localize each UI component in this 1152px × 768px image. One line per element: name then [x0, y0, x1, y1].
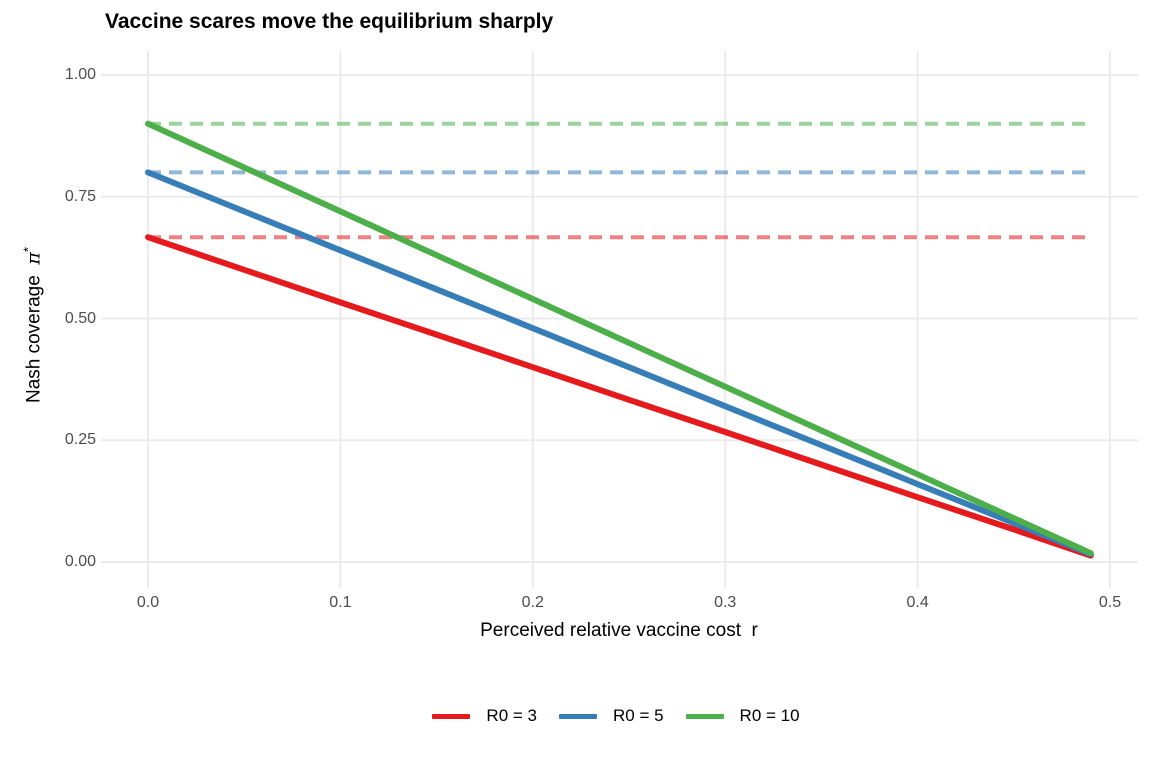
y-tick-label: 1.00	[64, 66, 96, 83]
legend-key-r0-3	[432, 713, 471, 719]
x-tick-label: 0.0	[136, 594, 160, 611]
y-tick-label: 0.75	[64, 187, 96, 205]
legend-key-r0-5	[558, 713, 597, 719]
pi-symbol: π	[22, 252, 45, 265]
x-axis-title: Perceived relative vaccine cost r	[480, 620, 758, 641]
legend-label-r0-5: R0 = 5	[612, 706, 664, 725]
x-tick-label: 0.2	[521, 594, 544, 611]
x-tick-label: 0.4	[906, 594, 929, 611]
y-tick-label: 0.50	[64, 309, 96, 327]
y-tick-label: 0.25	[64, 431, 96, 449]
legend-item-r0-10: R0 = 10	[685, 706, 800, 726]
legend-item-r0-3: R0 = 3	[432, 706, 537, 726]
pi-superscript: *	[20, 246, 36, 253]
x-tick-label: 0.3	[714, 594, 737, 611]
x-tick-label: 0.5	[1098, 594, 1122, 611]
series-line-r0-5	[145, 169, 1094, 558]
y-tick-label: 0.00	[64, 553, 96, 570]
x-tick-label: 0.1	[329, 594, 352, 611]
series-line-r0-3	[145, 234, 1094, 559]
legend-item-r0-5: R0 = 5	[558, 706, 664, 726]
legend-key-r0-10	[685, 713, 724, 719]
y-axis-title-text: Nash coverage	[23, 264, 45, 404]
chart-title: Vaccine scares move the equilibrium shar…	[105, 10, 554, 33]
legend: R0 = 3 R0 = 5 R0 = 10	[0, 702, 1152, 730]
legend-label-r0-3: R0 = 3	[486, 706, 537, 725]
series-line-r0-10	[145, 120, 1094, 557]
legend-label-r0-10: R0 = 10	[739, 706, 800, 725]
